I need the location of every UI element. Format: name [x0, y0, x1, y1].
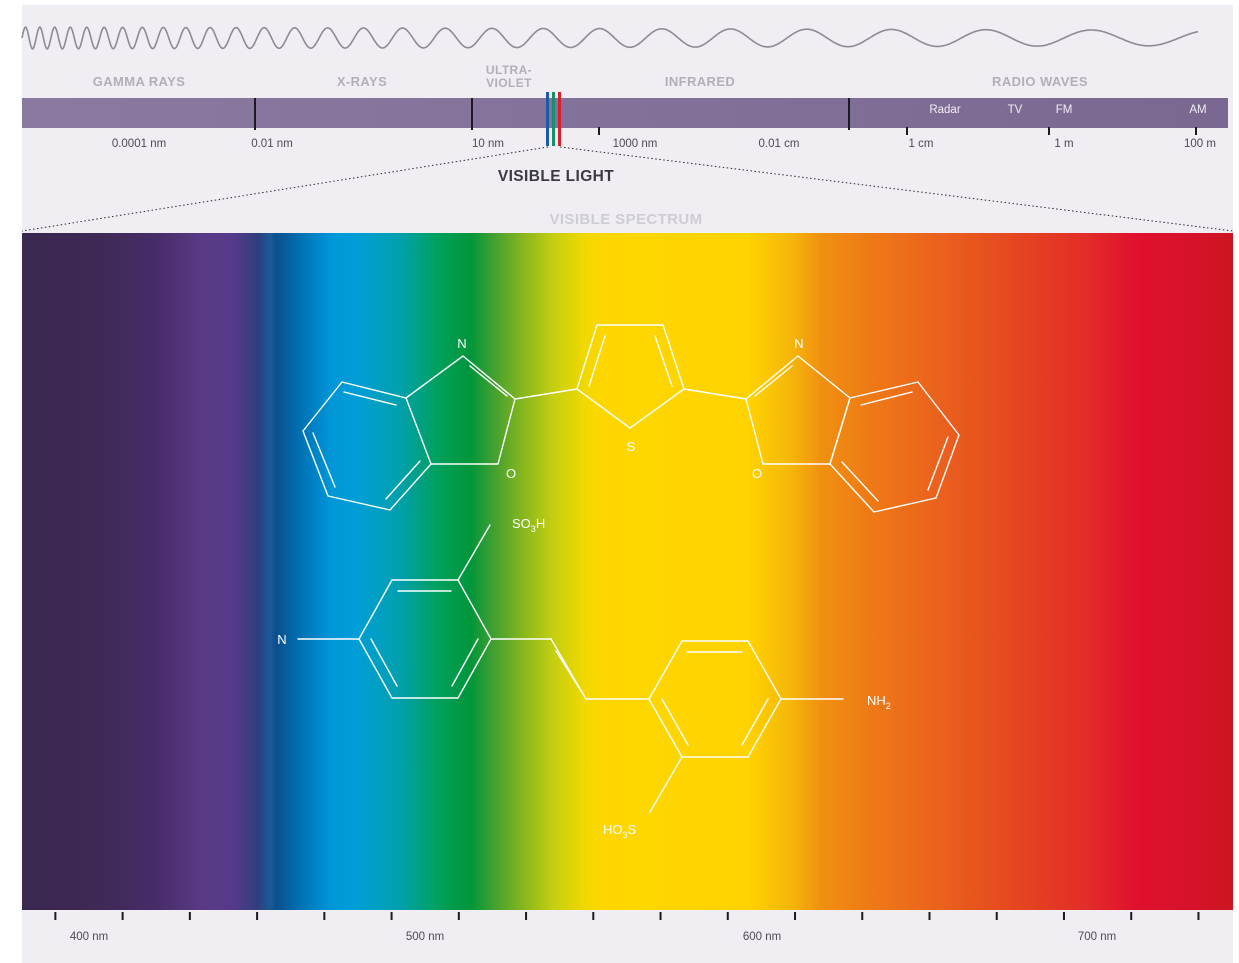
wavelength-label: 0.01 nm	[251, 138, 293, 150]
benzene-ring	[829, 381, 960, 513]
atom-label: N	[277, 632, 286, 647]
nm-axis-label: 500 nm	[405, 931, 445, 943]
wavelength-tick	[1195, 127, 1197, 135]
thiophene-ring	[576, 324, 685, 429]
radio-band-tv: TV	[1007, 104, 1023, 116]
wavelength-label: 0.01 cm	[758, 138, 800, 150]
label-ultraviolet: ULTRA- VIOLET	[486, 64, 532, 90]
wavelength-label: 1000 nm	[612, 138, 658, 150]
label-radio-waves: RADIO WAVES	[992, 74, 1088, 89]
atom-label: NH2	[867, 693, 891, 711]
radio-band-radar: Radar	[929, 104, 961, 116]
visible-line-red	[558, 92, 561, 146]
label-x-rays: X-RAYS	[336, 74, 388, 89]
radio-band-am: AM	[1189, 104, 1207, 116]
nm-axis-label: 600 nm	[742, 931, 782, 943]
wavelength-tick	[598, 127, 600, 135]
wavelength-label: 1 cm	[908, 138, 934, 150]
nm-axis-label: 400 nm	[69, 931, 109, 943]
label-infrared: INFRARED	[664, 74, 736, 89]
atom-label: O	[752, 466, 762, 481]
nm-axis-label: 700 nm	[1077, 931, 1117, 943]
band-divider	[471, 98, 473, 130]
atom-label: N	[794, 336, 803, 351]
visible-spectrum-gradient	[22, 233, 1233, 910]
visible-line-green	[552, 92, 555, 146]
atom-label: O	[506, 466, 516, 481]
band-divider	[848, 98, 850, 130]
visible-light-label: VISIBLE LIGHT	[497, 168, 615, 185]
visible-line-blue	[546, 92, 549, 146]
visible-spectrum-title: VISIBLE SPECTRUM	[549, 211, 703, 228]
atom-label: HO3S	[603, 822, 637, 840]
zoom-lines	[21, 146, 1234, 232]
band-divider	[254, 98, 256, 130]
atom-label: S	[627, 439, 636, 454]
wavelength-label: 100 m	[1184, 138, 1216, 150]
label-ultraviolet-line1: ULTRA-	[485, 63, 533, 77]
atom-label: N	[457, 336, 466, 351]
wavelength-tick	[1048, 127, 1050, 135]
wavelength-label: 10 nm	[472, 138, 504, 150]
atom-label: SO3H	[512, 516, 545, 534]
wave-illustration	[21, 26, 1199, 50]
wavelength-label: 0.0001 nm	[111, 138, 167, 150]
wavelength-tick	[906, 127, 908, 135]
spectrum-band	[22, 98, 1228, 128]
radio-band-fm: FM	[1055, 104, 1073, 116]
label-gamma-rays: GAMMA RAYS	[92, 74, 186, 89]
label-ultraviolet-line2: VIOLET	[486, 76, 532, 90]
wavelength-label: 1 m	[1054, 138, 1074, 150]
